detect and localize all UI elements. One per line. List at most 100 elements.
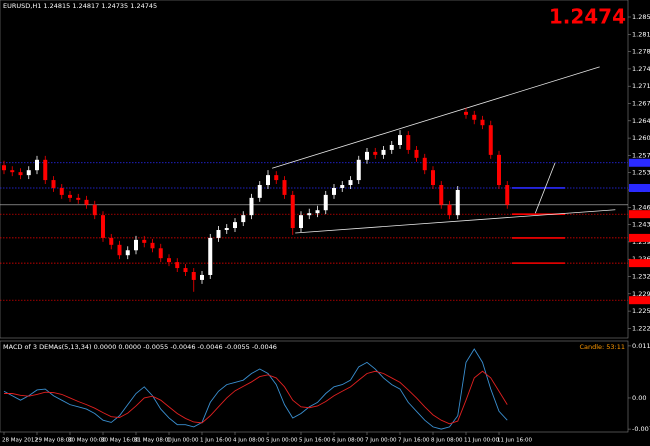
y-tick-label: 1.24339 xyxy=(632,221,650,229)
candle-body xyxy=(497,154,501,186)
x-tick-label: 1 Jun 16:00 xyxy=(200,438,232,444)
candle-body xyxy=(332,187,336,195)
y-tick-label: 0.00 xyxy=(632,394,646,402)
candle-body xyxy=(183,268,188,273)
y-tick-label: 1.25739 xyxy=(632,151,650,159)
candle-body xyxy=(406,135,411,150)
y-tick-label: 1.23289 xyxy=(632,273,650,281)
level-price-box xyxy=(629,296,650,305)
candle-body xyxy=(134,239,138,251)
level-price-box xyxy=(629,259,650,268)
candle-body xyxy=(224,228,229,230)
candle-body xyxy=(315,210,320,214)
candle-body xyxy=(175,262,180,269)
y-tick-label: 1.27489 xyxy=(632,65,650,73)
candle-body xyxy=(18,172,23,176)
x-tick-label: 4 Jun 08:00 xyxy=(233,438,265,444)
candle-body xyxy=(10,170,15,173)
candle-body xyxy=(480,119,485,126)
y-tick-label: 1.24689 xyxy=(632,203,650,211)
x-tick-label: 5 Jun 16:00 xyxy=(299,438,331,444)
candle-body xyxy=(208,237,213,275)
candle-body xyxy=(142,239,147,243)
y-tick-label: 0.0117 xyxy=(632,342,650,350)
candle-body xyxy=(290,194,295,229)
candle-body xyxy=(274,175,279,181)
y-tick-label: 1.26089 xyxy=(632,134,650,142)
candle-body xyxy=(200,274,204,280)
symbol-header: EURUSD,H1 1.24815 1.24817 1.24735 1.2474… xyxy=(3,2,157,10)
candle-body xyxy=(505,185,510,205)
x-tick-label: 7 Jun 00:00 xyxy=(365,438,397,444)
x-tick-label: 8 Jun 08:00 xyxy=(431,438,463,444)
candle-body xyxy=(167,258,171,263)
candle-body xyxy=(356,159,361,181)
candle-body xyxy=(109,237,114,245)
y-tick-label: 1.23989 xyxy=(632,238,650,246)
candle-body xyxy=(257,185,262,198)
y-tick-label: 1.25389 xyxy=(632,169,650,177)
candle-body xyxy=(68,194,72,198)
candle-body xyxy=(455,189,460,216)
candle-body xyxy=(249,197,254,216)
x-tick-label: 31 May 08:00 xyxy=(134,438,172,444)
x-tick-label: 1 Jun 00:00 xyxy=(167,438,199,444)
y-tick-label: 1.22939 xyxy=(632,290,650,298)
macd-line xyxy=(3,348,508,430)
level-price-box xyxy=(629,233,650,242)
candle-body xyxy=(117,244,122,256)
candle-timer: Candle: 53:11 xyxy=(579,343,625,351)
y-tick-label: 1.22239 xyxy=(632,324,650,332)
candle-body xyxy=(241,215,246,223)
y-tick-label: 1.26439 xyxy=(632,117,650,125)
candle-body xyxy=(150,242,155,249)
x-tick-label: 29 May 08:00 xyxy=(35,438,73,444)
candle-body xyxy=(125,250,130,256)
candle-body xyxy=(101,215,105,238)
candle-body xyxy=(92,204,97,216)
candle-body xyxy=(266,175,270,186)
candle-body xyxy=(472,114,477,120)
level-price-box xyxy=(629,210,650,219)
candle-body xyxy=(488,125,493,155)
candle-body xyxy=(340,185,345,188)
macd-line xyxy=(4,370,508,425)
x-tick-label: 30 May 00:00 xyxy=(68,438,106,444)
x-tick-label: 11 Jun 00:00 xyxy=(464,438,499,444)
candle-body xyxy=(216,229,221,238)
macd-header: MACD of 3 DEMAs(5,13,34) 0.0000 0.0000 -… xyxy=(3,343,277,351)
candle-body xyxy=(464,111,468,115)
y-tick-label: 1.27839 xyxy=(632,48,650,56)
candle-body xyxy=(414,149,419,158)
candle-body xyxy=(398,135,402,145)
candle-body xyxy=(389,144,394,150)
candle-body xyxy=(233,222,237,229)
candle-body xyxy=(43,159,48,181)
y-tick-label: -0.0070 xyxy=(632,425,650,433)
price-display: 1.2474 xyxy=(549,5,626,29)
candle-body xyxy=(2,165,6,171)
candle-body xyxy=(76,197,81,200)
candle-body xyxy=(282,180,287,195)
candle-body xyxy=(51,180,56,188)
candle-body xyxy=(422,157,427,171)
y-tick-label: 1.22589 xyxy=(632,307,650,315)
level-price-box xyxy=(629,158,650,167)
candle-body xyxy=(323,194,328,211)
candle-body xyxy=(307,213,312,216)
candle-body xyxy=(447,204,452,216)
x-tick-label: 5 Jun 00:00 xyxy=(266,438,298,444)
x-tick-label: 7 Jun 16:00 xyxy=(398,438,430,444)
x-tick-label: 30 May 16:00 xyxy=(101,438,139,444)
candle-body xyxy=(348,180,353,186)
main-panel xyxy=(0,0,629,339)
level-price-box xyxy=(629,183,650,192)
candle-body xyxy=(35,159,39,171)
candle-body xyxy=(373,151,378,155)
macd-panel xyxy=(0,340,629,433)
y-tick-label: 1.26789 xyxy=(632,100,650,108)
candle-body xyxy=(26,170,31,176)
candle-body xyxy=(191,272,196,280)
candle-body xyxy=(439,185,444,205)
trend-line xyxy=(295,209,616,234)
